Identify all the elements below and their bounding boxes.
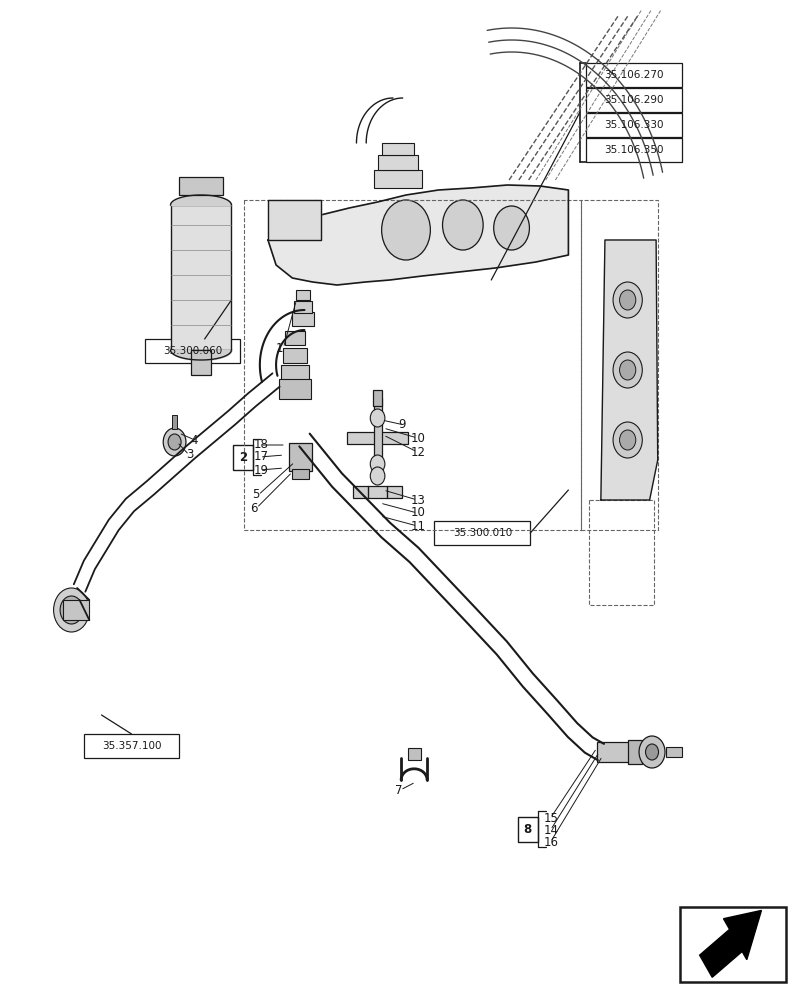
Polygon shape	[600, 240, 657, 500]
Circle shape	[619, 360, 635, 380]
Text: 5: 5	[251, 488, 259, 502]
Bar	[233, 445, 252, 470]
Circle shape	[612, 352, 642, 388]
Text: 35.300.060: 35.300.060	[163, 346, 221, 356]
Text: 19: 19	[253, 464, 268, 477]
Bar	[84, 734, 179, 758]
Bar	[377, 155, 418, 170]
Circle shape	[65, 602, 78, 618]
Bar	[278, 379, 311, 399]
Text: 35.106.350: 35.106.350	[603, 145, 663, 155]
Text: 8: 8	[523, 823, 531, 836]
Circle shape	[612, 282, 642, 318]
Bar	[517, 817, 537, 842]
Bar	[586, 63, 681, 87]
Bar	[289, 443, 311, 471]
Bar	[282, 348, 307, 363]
Text: 35.300.010: 35.300.010	[453, 528, 511, 538]
Bar	[353, 486, 401, 498]
Bar	[284, 331, 304, 345]
Text: 2: 2	[238, 451, 247, 464]
Bar	[586, 113, 681, 137]
Circle shape	[370, 467, 384, 485]
Circle shape	[612, 422, 642, 458]
Text: 15: 15	[543, 812, 558, 824]
Bar	[596, 742, 633, 762]
Bar	[294, 301, 311, 313]
Text: 3: 3	[186, 448, 193, 462]
Bar	[63, 600, 89, 620]
Text: 1: 1	[275, 342, 282, 355]
Circle shape	[442, 200, 483, 250]
Circle shape	[60, 596, 83, 624]
Bar	[627, 740, 642, 764]
Bar	[170, 205, 231, 350]
Text: 14: 14	[543, 824, 558, 836]
Bar	[291, 312, 314, 326]
Bar	[280, 365, 308, 383]
Circle shape	[619, 290, 635, 310]
Text: 18: 18	[253, 438, 268, 452]
Text: 35.357.100: 35.357.100	[101, 741, 161, 751]
Bar	[680, 907, 785, 982]
Text: 10: 10	[410, 506, 425, 520]
Text: 35.106.270: 35.106.270	[603, 70, 663, 80]
Circle shape	[163, 428, 186, 456]
Bar	[372, 390, 382, 406]
Text: 6: 6	[250, 502, 257, 514]
Bar	[191, 350, 211, 375]
Polygon shape	[268, 185, 568, 285]
Circle shape	[493, 206, 529, 250]
Text: 17: 17	[253, 450, 268, 464]
Text: 35.106.290: 35.106.290	[603, 95, 663, 105]
Bar	[178, 177, 223, 195]
Circle shape	[638, 736, 664, 768]
Text: 13: 13	[410, 493, 425, 506]
Bar	[407, 748, 420, 760]
Bar	[373, 170, 422, 188]
Bar	[292, 469, 308, 479]
Bar	[373, 398, 381, 478]
Bar	[144, 339, 240, 363]
Bar	[346, 432, 408, 444]
Text: 35.106.330: 35.106.330	[603, 120, 663, 130]
Bar	[586, 138, 681, 162]
Circle shape	[168, 434, 181, 450]
Text: 11: 11	[410, 520, 425, 532]
Text: 9: 9	[397, 418, 405, 432]
Circle shape	[54, 588, 89, 632]
Circle shape	[381, 200, 430, 260]
Bar	[665, 747, 681, 757]
Circle shape	[619, 430, 635, 450]
Polygon shape	[699, 910, 761, 977]
Bar	[172, 415, 177, 429]
Circle shape	[645, 744, 658, 760]
Text: 7: 7	[395, 784, 402, 796]
Bar	[586, 88, 681, 112]
Circle shape	[370, 455, 384, 473]
Text: 16: 16	[543, 836, 558, 848]
Text: 4: 4	[191, 434, 198, 446]
Bar	[295, 290, 310, 300]
Bar	[381, 143, 414, 155]
Circle shape	[370, 409, 384, 427]
Text: 12: 12	[410, 446, 425, 458]
Text: 10: 10	[410, 432, 425, 444]
Polygon shape	[268, 200, 320, 240]
Bar	[434, 521, 530, 545]
